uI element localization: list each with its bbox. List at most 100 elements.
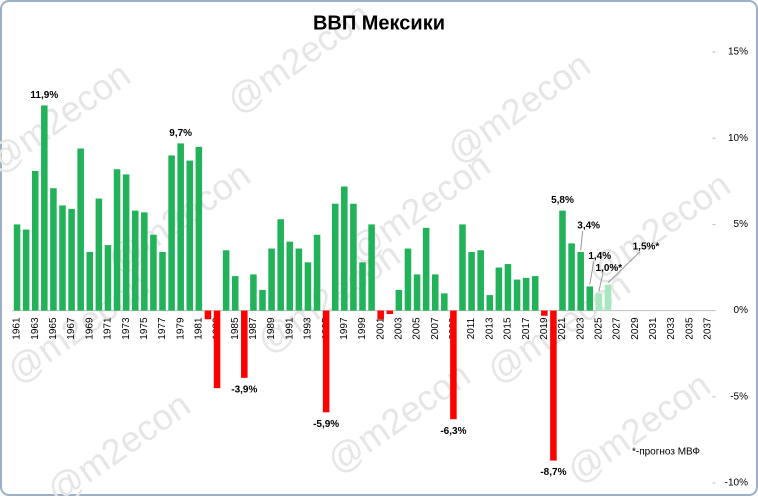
bar — [413, 274, 421, 311]
x-tick-label: 2027 — [612, 317, 623, 340]
x-tick-label: 2019 — [539, 317, 550, 340]
bar — [295, 248, 303, 311]
bar — [304, 262, 312, 311]
bar — [213, 310, 221, 389]
x-tick-label: 1987 — [248, 317, 259, 340]
bar — [150, 234, 157, 311]
x-tick-label: 1969 — [84, 317, 95, 340]
bar — [359, 262, 366, 311]
bar — [513, 279, 521, 311]
value-label: 11,9% — [30, 90, 58, 101]
bar — [322, 310, 330, 413]
y-tick-label: -10% — [725, 478, 748, 489]
bar — [22, 229, 30, 311]
chart-title: ВВП Мексики — [313, 12, 445, 34]
bar — [204, 310, 212, 320]
x-tick-label: 1977 — [157, 317, 168, 340]
bar — [350, 203, 357, 311]
bar — [31, 170, 39, 311]
bar — [422, 227, 430, 311]
x-tick-label: 1997 — [339, 317, 350, 340]
bar — [286, 241, 294, 311]
bar — [77, 148, 84, 311]
bar — [450, 310, 457, 420]
bar — [86, 251, 94, 311]
value-label: -3,9% — [231, 384, 257, 395]
bar — [477, 250, 484, 311]
bar — [604, 284, 612, 311]
x-tick-label: 1979 — [175, 317, 186, 340]
bar — [195, 146, 203, 311]
bar — [168, 155, 175, 311]
bar — [386, 310, 394, 315]
x-tick-label: 1999 — [357, 317, 368, 340]
bar — [568, 243, 575, 311]
value-label: 1,4% — [588, 251, 611, 262]
bar — [341, 186, 348, 311]
bar — [268, 248, 275, 311]
value-label: 1,5%* — [633, 241, 660, 252]
bar — [404, 248, 412, 311]
bar — [250, 274, 257, 311]
bar — [586, 286, 594, 311]
x-tick-label: 1975 — [139, 317, 150, 340]
x-tick-label: 2001 — [375, 317, 386, 340]
value-label: 3,4% — [577, 221, 600, 232]
x-tick-label: 2003 — [394, 317, 405, 340]
y-tick-label: 5% — [734, 219, 749, 230]
bar — [13, 224, 21, 311]
value-label: -6,3% — [440, 426, 466, 437]
x-tick-label: 1985 — [230, 317, 241, 340]
leader-line — [607, 251, 641, 284]
x-tick-label: 2015 — [503, 317, 514, 340]
bar — [231, 276, 239, 311]
y-tick-label: -5% — [730, 391, 748, 402]
value-label: 5,8% — [551, 195, 574, 206]
x-tick-label: 1989 — [266, 317, 277, 340]
bar — [368, 224, 375, 311]
bar — [313, 234, 321, 311]
bar — [550, 310, 557, 461]
x-tick-label: 2031 — [648, 317, 659, 340]
x-tick-label: 2017 — [521, 317, 532, 340]
bar — [331, 203, 339, 311]
bar — [222, 250, 230, 311]
x-tick-label: 1981 — [194, 317, 205, 340]
bar — [95, 198, 103, 311]
leader-line — [580, 230, 584, 251]
x-tick-label: 1965 — [48, 317, 59, 340]
bar — [159, 251, 166, 311]
bar — [577, 251, 584, 311]
bar — [441, 293, 448, 311]
bar — [68, 208, 75, 311]
bar — [468, 251, 475, 311]
bar — [541, 310, 548, 316]
bar — [495, 267, 503, 311]
bar — [59, 205, 66, 311]
bar — [50, 188, 57, 311]
value-label: -5,9% — [313, 419, 339, 430]
x-tick-label: 1961 — [12, 317, 23, 340]
value-label: 1,0%* — [596, 263, 623, 274]
bar — [377, 310, 384, 320]
x-tick-label: 2007 — [430, 317, 441, 340]
x-tick-label: 2005 — [412, 317, 423, 340]
bar — [113, 169, 121, 311]
bar — [522, 277, 530, 311]
y-tick-label: 10% — [728, 133, 748, 144]
x-tick-label: 2029 — [630, 317, 641, 340]
bar — [559, 210, 566, 311]
bar — [531, 276, 539, 311]
bar — [277, 219, 284, 311]
bar — [259, 289, 266, 311]
y-tick-label: 15% — [728, 47, 748, 58]
bar — [241, 310, 248, 378]
y-tick-label: 0% — [734, 305, 749, 316]
x-tick-label: 2011 — [466, 317, 477, 339]
bar — [131, 210, 139, 311]
bar — [504, 264, 512, 311]
leader-line — [589, 261, 595, 285]
value-label: 9,7% — [169, 128, 192, 139]
